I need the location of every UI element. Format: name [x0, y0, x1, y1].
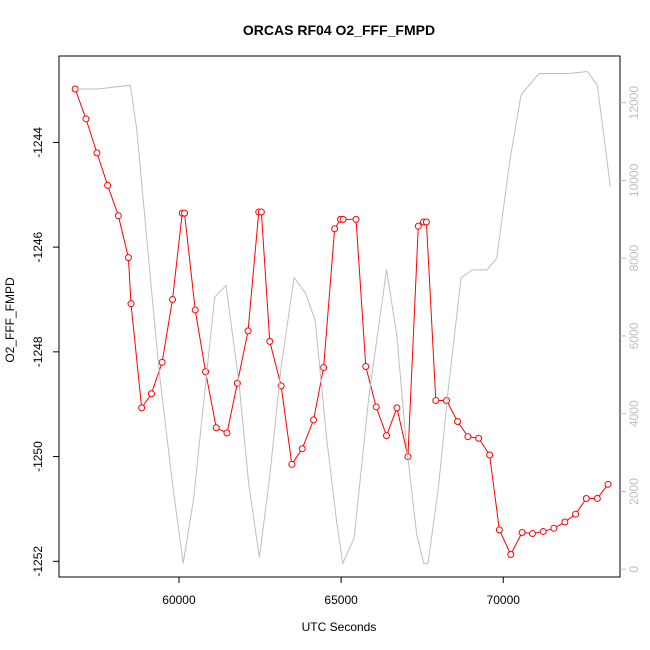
data-point-marker: [528, 530, 536, 538]
data-point-marker: [257, 208, 265, 216]
data-point-marker: [202, 368, 210, 376]
data-point-marker: [104, 181, 112, 189]
y-axis-label: O2_FFF_FMPD: [3, 277, 17, 363]
data-point-marker: [432, 397, 440, 405]
data-point-marker: [518, 528, 526, 536]
data-point-marker: [550, 524, 558, 532]
data-point-marker: [561, 518, 569, 526]
data-point-marker: [414, 222, 422, 230]
y-tick-label: -1250: [31, 441, 45, 472]
data-point-marker: [93, 149, 101, 157]
y2-tick-label: 10000: [627, 163, 641, 197]
data-point-marker: [114, 212, 122, 220]
right-axis-series-line: [75, 71, 611, 566]
data-point-marker: [124, 254, 132, 262]
x-tick-label: 60000: [162, 593, 196, 607]
plot-area: -1244 -1246 -1248 -1250 -1252 0 2000 4000 6000 80…: [31, 55, 641, 607]
data-point-marker: [320, 364, 328, 372]
data-point-marker: [372, 403, 380, 411]
data-point-marker: [191, 306, 199, 314]
data-point-marker: [331, 225, 339, 233]
data-point-marker: [507, 550, 515, 558]
y2-tick-label: 4000: [627, 400, 641, 427]
data-point-marker: [158, 358, 166, 366]
data-point-marker: [82, 115, 90, 123]
data-point-marker: [223, 429, 231, 437]
data-point-marker: [127, 300, 135, 308]
data-point-marker: [486, 451, 494, 459]
y2-tick-label: 2000: [627, 478, 641, 505]
chart-title: ORCAS RF04 O2_FFF_FMPD: [243, 22, 435, 38]
data-point-marker: [593, 494, 601, 502]
x-tick-label: 65000: [324, 593, 358, 607]
data-point-marker: [298, 445, 306, 453]
data-point-marker: [362, 363, 370, 371]
data-point-marker: [266, 337, 274, 345]
data-point-marker: [212, 424, 220, 432]
x-tick-label: 70000: [487, 593, 521, 607]
data-point-marker: [181, 209, 188, 217]
data-point-marker: [539, 527, 547, 535]
data-point-marker: [604, 480, 612, 488]
x-axis-label: UTC Seconds: [302, 620, 377, 634]
y2-tick-label: 8000: [627, 245, 641, 272]
data-point-marker: [147, 390, 155, 398]
data-point-marker: [582, 494, 590, 502]
y-tick-label: -1248: [31, 336, 45, 367]
data-point-marker: [422, 218, 430, 226]
data-point-marker: [464, 433, 472, 441]
y-tick-label: -1246: [31, 231, 45, 262]
data-point-marker: [495, 526, 503, 534]
data-point-marker: [310, 416, 318, 424]
left-axis-series-line: [74, 88, 609, 556]
y-tick-label: -1252: [31, 546, 45, 577]
data-point-marker: [244, 327, 252, 335]
y2-tick-label: 6000: [627, 322, 641, 349]
data-point-marker: [383, 432, 391, 440]
data-point-marker: [288, 460, 296, 468]
data-point-marker: [393, 404, 401, 412]
y-tick-label: -1244: [31, 127, 45, 158]
data-point-marker: [352, 215, 360, 223]
data-point-marker: [169, 295, 176, 303]
data-point-marker: [454, 417, 462, 425]
data-point-marker: [339, 215, 347, 223]
y2-tick-label: 12000: [627, 86, 641, 120]
plot-frame: [58, 55, 621, 578]
data-point-marker: [572, 510, 580, 518]
data-point-marker: [475, 434, 483, 442]
y2-tick-label: 0: [627, 566, 641, 573]
data-point-marker: [138, 404, 146, 412]
